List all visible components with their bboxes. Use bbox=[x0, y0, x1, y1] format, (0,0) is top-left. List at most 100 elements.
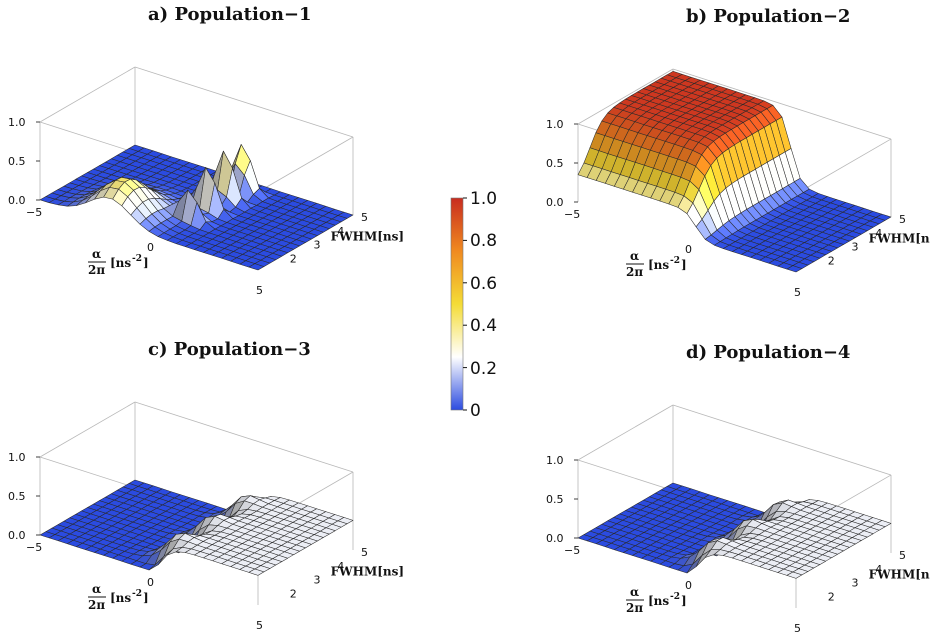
y-tick-label: 4 bbox=[337, 225, 344, 238]
x-label-exponent: -2 bbox=[132, 254, 142, 264]
x-axis-label: α 2π [ns -2] bbox=[88, 247, 149, 277]
x-label-numerator: α bbox=[92, 582, 101, 596]
z-tick-label: 0.0 bbox=[8, 529, 26, 542]
axis-box-edge bbox=[257, 136, 354, 193]
surface bbox=[39, 144, 354, 271]
surface bbox=[577, 71, 892, 273]
x-axis-label: α 2π [ns -2] bbox=[88, 582, 149, 612]
panel-population-2: b) Population−2 0.0 0.5 1.0 −5 0 5 2 3 4 5 α 2π [ns -2… bbox=[546, 6, 930, 299]
y-axis-label: FWHM[ns] bbox=[331, 564, 404, 578]
colorbar-tick-label: 0.4 bbox=[470, 316, 497, 336]
y-axis-label: FWHM[ns] bbox=[331, 229, 404, 243]
axis-box-edge bbox=[795, 138, 892, 195]
colorbar-tick-label: 0.2 bbox=[470, 359, 497, 379]
y-tick-label: 5 bbox=[899, 213, 906, 226]
y-axis-label: FWHM[ns] bbox=[869, 567, 930, 581]
colorbar-ticks: 1.0 0.8 0.6 0.4 0.2 0 bbox=[463, 189, 497, 421]
surface bbox=[39, 479, 354, 576]
surface-patch bbox=[786, 571, 803, 579]
axis-box-edge bbox=[134, 401, 354, 473]
panel-population-1: a) Population−1 0.0 0.5 1.0 −5 0 5 2 3 4 5 α 2π [ns -2… bbox=[8, 4, 404, 297]
x-tick-label: 0 bbox=[685, 579, 692, 592]
z-tick-label: 0.5 bbox=[546, 493, 564, 506]
z-tick-label: 1.0 bbox=[546, 454, 564, 467]
x-label-close: ] bbox=[143, 256, 149, 270]
axis-box-edge bbox=[39, 66, 136, 123]
z-tick-label: 1.0 bbox=[8, 116, 26, 129]
y-tick-label: 4 bbox=[875, 227, 882, 240]
y-tick-label: 3 bbox=[314, 574, 321, 587]
x-label-denominator: 2π bbox=[88, 263, 105, 277]
axis-box-edge bbox=[577, 68, 674, 125]
x-tick-label: −5 bbox=[26, 541, 42, 554]
surface bbox=[577, 482, 892, 579]
colorbar-gradient bbox=[450, 197, 464, 411]
y-tick-label: 2 bbox=[828, 254, 835, 267]
y-tick-label: 4 bbox=[875, 563, 882, 576]
x-label-exponent: -2 bbox=[670, 256, 680, 266]
z-tick-label: 0.5 bbox=[8, 155, 26, 168]
x-label-exponent: -2 bbox=[132, 589, 142, 599]
panel-title: b) Population−2 bbox=[686, 6, 850, 27]
x-tick-label: −5 bbox=[564, 544, 580, 557]
y-axis-label: FWHM[ns] bbox=[869, 231, 930, 245]
z-tick-label: 1.0 bbox=[8, 451, 26, 464]
colorbar-tick-label: 0 bbox=[470, 401, 481, 421]
x-tick-label: 5 bbox=[794, 622, 801, 635]
x-label-numerator: α bbox=[630, 249, 639, 263]
y-tick-label: 5 bbox=[361, 211, 368, 224]
x-label-numerator: α bbox=[92, 247, 101, 261]
x-tick-label: 5 bbox=[256, 284, 263, 297]
z-tick-label: 0.0 bbox=[8, 194, 26, 207]
x-tick-label: 5 bbox=[256, 619, 263, 632]
surface-patch bbox=[248, 263, 265, 271]
y-tick-label: 3 bbox=[852, 577, 859, 590]
x-axis-label: α 2π [ns -2] bbox=[626, 249, 687, 279]
x-tick-label: 0 bbox=[147, 241, 154, 254]
x-tick-label: 0 bbox=[147, 576, 154, 589]
x-label-denominator: 2π bbox=[88, 598, 105, 612]
z-tick-label: 0.0 bbox=[546, 196, 564, 209]
z-tick-label: 0.0 bbox=[546, 532, 564, 545]
y-tick-label: 3 bbox=[852, 241, 859, 254]
x-label-unit: [ns bbox=[110, 591, 131, 605]
panel-population-3: c) Population−3 0.0 0.5 1.0 −5 0 5 2 3 4 5 α 2π [ns -2… bbox=[8, 339, 404, 632]
x-label-close: ] bbox=[681, 594, 687, 608]
x-label-close: ] bbox=[681, 258, 687, 272]
axis-box-edge bbox=[577, 404, 674, 461]
x-label-exponent: -2 bbox=[670, 592, 680, 602]
surface-patch bbox=[248, 568, 265, 576]
panel-title: c) Population−3 bbox=[148, 339, 311, 360]
x-label-numerator: α bbox=[630, 585, 639, 599]
y-tick-label: 2 bbox=[290, 587, 297, 600]
y-tick-label: 5 bbox=[361, 546, 368, 559]
x-label-unit: [ns bbox=[648, 258, 669, 272]
x-label-unit: [ns bbox=[648, 594, 669, 608]
surface-patch bbox=[786, 265, 803, 273]
x-label-denominator: 2π bbox=[626, 601, 643, 615]
x-tick-label: 0 bbox=[685, 243, 692, 256]
axis-box-edge bbox=[672, 68, 892, 140]
z-tick-label: 0.5 bbox=[8, 490, 26, 503]
x-label-denominator: 2π bbox=[626, 265, 643, 279]
y-tick-label: 2 bbox=[290, 252, 297, 265]
x-label-close: ] bbox=[143, 591, 149, 605]
colorbar-tick-label: 1.0 bbox=[470, 189, 497, 209]
axis-box-edge bbox=[134, 66, 354, 138]
z-tick-label: 0.5 bbox=[546, 157, 564, 170]
y-tick-label: 2 bbox=[828, 590, 835, 603]
y-tick-label: 4 bbox=[337, 560, 344, 573]
panel-population-4: d) Population−4 0.0 0.5 1.0 −5 0 5 2 3 4 5 α 2π [ns -2… bbox=[546, 342, 930, 635]
x-tick-label: 5 bbox=[794, 286, 801, 299]
x-label-unit: [ns bbox=[110, 256, 131, 270]
y-tick-label: 5 bbox=[899, 549, 906, 562]
x-tick-label: −5 bbox=[564, 208, 580, 221]
axis-box-edge bbox=[39, 401, 136, 458]
x-axis-label: α 2π [ns -2] bbox=[626, 585, 687, 615]
panel-title: a) Population−1 bbox=[148, 4, 312, 25]
colorbar-tick-label: 0.8 bbox=[470, 231, 497, 251]
x-tick-label: −5 bbox=[26, 206, 42, 219]
z-tick-label: 1.0 bbox=[546, 118, 564, 131]
axis-box-edge bbox=[672, 404, 892, 476]
